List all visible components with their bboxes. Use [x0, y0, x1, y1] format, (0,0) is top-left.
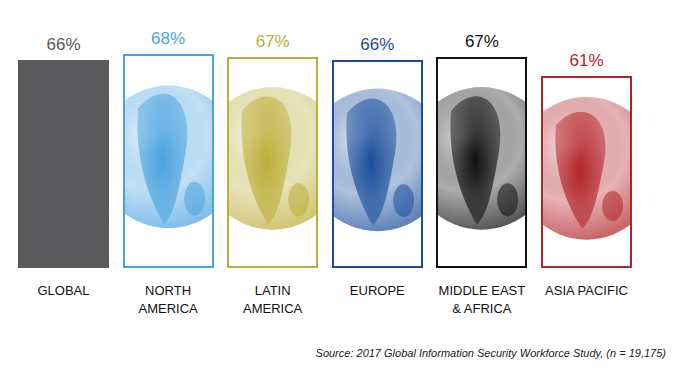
data-label: 66% [327, 35, 427, 55]
data-label: 66% [14, 35, 114, 55]
globe-land [346, 99, 396, 226]
category-label: ASIA PACIFIC [540, 282, 634, 300]
bar [18, 60, 109, 268]
category-label: NORTH AMERICA [121, 282, 215, 318]
data-label: 61% [537, 51, 637, 71]
globe-sphere [438, 87, 525, 230]
source: Source: 2017 Global Information Security… [316, 347, 666, 359]
globe [543, 78, 630, 266]
bar-frame [123, 54, 214, 268]
globe-land [242, 96, 292, 224]
globe-land [184, 182, 205, 216]
chart: 66% GLOBAL 68% NORTH AMERICA 67% LATIN AMERIC… [0, 0, 678, 381]
data-label: 68% [118, 29, 218, 49]
data-label: 67% [223, 32, 323, 52]
bar-frame [227, 57, 318, 268]
globe-land [137, 94, 187, 224]
globe-land [393, 184, 414, 217]
globe [229, 59, 316, 266]
category-label: MIDDLE EAST & AFRICA [435, 282, 529, 318]
globe-land [602, 191, 623, 221]
globe [438, 59, 525, 266]
globe [334, 62, 421, 266]
globe-sphere [543, 97, 630, 240]
globe-sphere [229, 87, 316, 230]
category-label: GLOBAL [17, 282, 111, 300]
globe-land [451, 96, 501, 224]
globe [125, 56, 212, 266]
globe-land [498, 183, 519, 216]
bar-frame [332, 60, 423, 268]
category-label: LATIN AMERICA [226, 282, 320, 318]
data-label: 67% [432, 32, 532, 52]
globe-sphere [334, 89, 421, 232]
globe-land [288, 183, 309, 216]
bar-frame [436, 57, 527, 268]
globe-sphere [125, 85, 212, 228]
bar-frame [541, 76, 632, 268]
category-label: EUROPE [330, 282, 424, 300]
globe-land [555, 112, 605, 229]
